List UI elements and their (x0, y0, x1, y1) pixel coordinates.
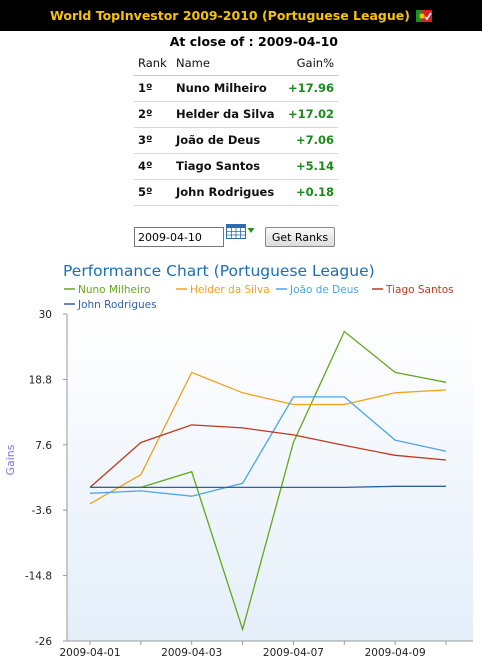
table-row: 2º Helder da Silva +17.02 (134, 101, 338, 128)
y-tick-label: 18.8 (29, 374, 52, 386)
column-header-gain: Gain% (282, 51, 338, 76)
gain-cell: +17.02 (282, 101, 338, 128)
rank-cell: 4º (134, 153, 172, 180)
table-row: 1º Nuno Milheiro +17.96 (134, 75, 338, 102)
series-line (90, 485, 446, 489)
x-tick-label: 2009-04-09 (365, 647, 426, 659)
gain-cell: +5.14 (282, 153, 338, 180)
chart-legend: Nuno Milheiro Helder da Silva João de Deus… (64, 284, 454, 311)
table-header-row: Rank Name Gain% (134, 51, 338, 76)
page-title: World TopInvestor 2009-2010 (Portuguese … (50, 8, 410, 23)
calendar-icon[interactable] (226, 224, 256, 240)
close-date-label: At close of : 2009-04-10 (169, 34, 338, 49)
rank-cell: 2º (134, 101, 172, 128)
legend-entry: John Rodrigues (77, 299, 157, 311)
name-cell: João de Deus (171, 127, 283, 154)
series-line (89, 424, 447, 488)
gain-cell: +7.06 (282, 127, 338, 154)
table-row: 3º João de Deus +7.06 (134, 127, 338, 154)
gain-cell: +0.18 (282, 179, 338, 206)
column-header-rank: Rank (134, 51, 172, 76)
x-tick-label: 2009-04-03 (161, 647, 222, 659)
series-line (89, 396, 447, 497)
column-header-name: Name (171, 51, 283, 76)
portugal-flag-icon (415, 9, 432, 22)
y-tick-label: 30 (39, 309, 52, 321)
legend-entry: Tiago Santos (385, 284, 454, 296)
y-tick-label: -3.6 (32, 505, 53, 517)
y-tick-label: 7.6 (35, 440, 52, 452)
get-ranks-button[interactable]: Get Ranks (265, 227, 335, 247)
series-line (89, 371, 447, 505)
x-tick-label: 2009-04-01 (59, 647, 120, 659)
name-cell: Tiago Santos (171, 153, 283, 180)
plot-area (67, 314, 473, 641)
title-bar: World TopInvestor 2009-2010 (Portuguese … (0, 0, 482, 31)
ranks-table: Rank Name Gain% 1º Nuno Milheiro +17.96 … (134, 51, 338, 206)
table-row: 5º John Rodrigues +0.18 (134, 179, 338, 206)
gain-cell: +17.96 (282, 75, 338, 102)
table-row: 4º Tiago Santos +5.14 (134, 153, 338, 180)
chart-title: Performance Chart (Portuguese League) (63, 262, 375, 280)
y-axis-label: Gains (4, 444, 17, 475)
performance-chart: Performance Chart (Portuguese League) Nu… (4, 262, 473, 659)
legend-entry: Nuno Milheiro (78, 284, 150, 296)
rank-cell: 3º (134, 127, 172, 154)
name-cell: Helder da Silva (171, 101, 283, 128)
series-line (90, 330, 447, 632)
rank-cell: 1º (134, 75, 172, 102)
name-cell: Nuno Milheiro (171, 75, 283, 102)
y-tick-label: -14.8 (25, 571, 52, 583)
legend-entry: Helder da Silva (190, 284, 270, 296)
name-cell: John Rodrigues (171, 179, 283, 206)
x-tick-label: 2009-04-07 (263, 647, 324, 659)
legend-entry: João de Deus (289, 284, 359, 296)
y-tick-label: -26 (35, 636, 52, 648)
date-input[interactable] (134, 227, 224, 247)
rank-cell: 5º (134, 179, 172, 206)
